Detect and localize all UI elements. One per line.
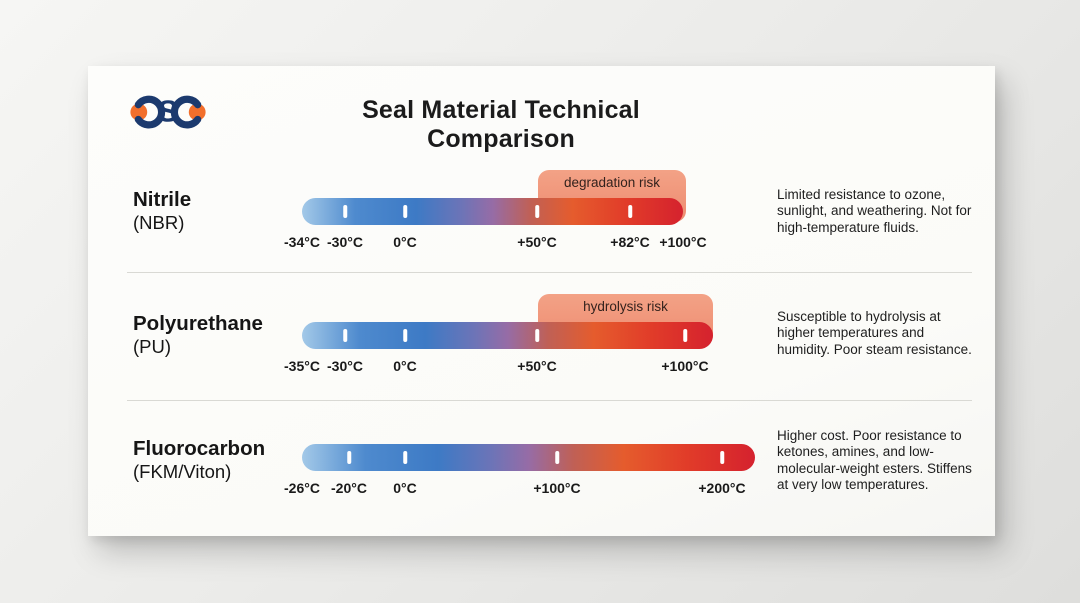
material-abbr: (PU) [133,336,172,357]
temp-scale-labels: -34°C -30°C 0°C +50°C +82°C +100°C [284,234,707,252]
temp-label: +100°C [661,358,709,374]
temp-label: -26°C [284,480,320,496]
row-divider [127,400,972,401]
tick-mark [403,205,407,218]
tick-mark [683,329,687,342]
temp-label: 0°C [393,358,417,374]
temp-label: +200°C [698,480,746,496]
row-divider [127,272,972,273]
tick-mark [403,451,407,464]
material-label: Nitrile (NBR) [133,188,298,234]
temp-label: +50°C [517,234,557,250]
tick-mark [343,329,347,342]
risk-badge-label: degradation risk [563,175,661,190]
temp-label: -20°C [331,480,367,496]
material-note: Limited resistance to ozone, sunlight, a… [777,187,972,235]
temp-label: +82°C [610,234,650,250]
tick-mark [343,205,347,218]
material-note: Susceptible to hydrolysis at higher temp… [777,309,972,357]
temp-label: -30°C [327,358,363,374]
material-label: Polyurethane (PU) [133,312,298,358]
temp-label: -30°C [327,234,363,250]
page-title: Seal Material Technical Comparison [362,96,640,153]
temperature-bar-area: hydrolysis risk -35°C -30°C 0°C +50°C +1… [284,294,713,374]
comparison-card: S Seal Material Technical Comparison Nit… [88,66,995,536]
temp-label: 0°C [393,234,417,250]
temp-scale-labels: -26°C -20°C 0°C +100°C +200°C [284,480,755,498]
material-abbr: (NBR) [133,212,185,233]
temp-label: +100°C [533,480,581,496]
material-name: Fluorocarbon [133,437,266,460]
tick-mark [535,329,539,342]
temp-label: +100°C [659,234,707,250]
tick-mark [403,329,407,342]
material-name: Polyurethane [133,312,263,335]
temperature-bar-area: -26°C -20°C 0°C +100°C +200°C [284,444,755,496]
tick-mark [535,205,539,218]
temp-label: +50°C [517,358,557,374]
tick-mark [628,205,632,218]
logo-c [170,95,202,129]
tick-mark [555,451,559,464]
temp-scale-labels: -35°C -30°C 0°C +50°C +100°C [284,358,713,376]
temperature-range-bar [302,198,683,225]
dsc-logo: S [130,95,206,129]
logo-orange-dot-left [130,103,148,121]
tick-mark [720,451,724,464]
temperature-range-bar [302,322,713,349]
tick-mark [347,451,351,464]
temp-label: 0°C [393,480,417,496]
material-abbr: (FKM/Viton) [133,461,232,482]
risk-badge-label: hydrolysis risk [583,299,668,314]
temp-label: -34°C [284,234,320,250]
temperature-bar-area: degradation risk -34°C -30°C 0°C +50°C +… [284,170,707,250]
material-note: Higher cost. Poor resistance to ketones,… [777,428,972,492]
logo-orange-dot-right [188,103,206,121]
logo-reversed-c [134,95,166,129]
temp-label: -35°C [284,358,320,374]
material-name: Nitrile [133,188,192,211]
material-label: Fluorocarbon (FKM/Viton) [133,437,298,483]
temperature-range-bar [302,444,755,471]
